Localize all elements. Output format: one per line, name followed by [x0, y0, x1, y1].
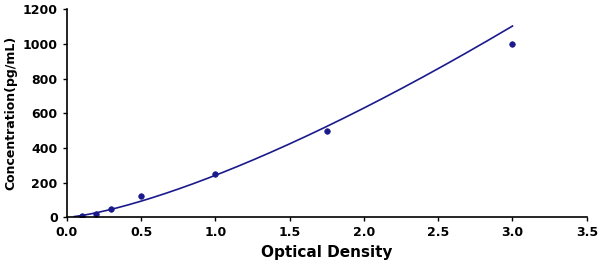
- Y-axis label: Concentration(pg/mL): Concentration(pg/mL): [4, 36, 17, 190]
- X-axis label: Optical Density: Optical Density: [261, 245, 393, 260]
